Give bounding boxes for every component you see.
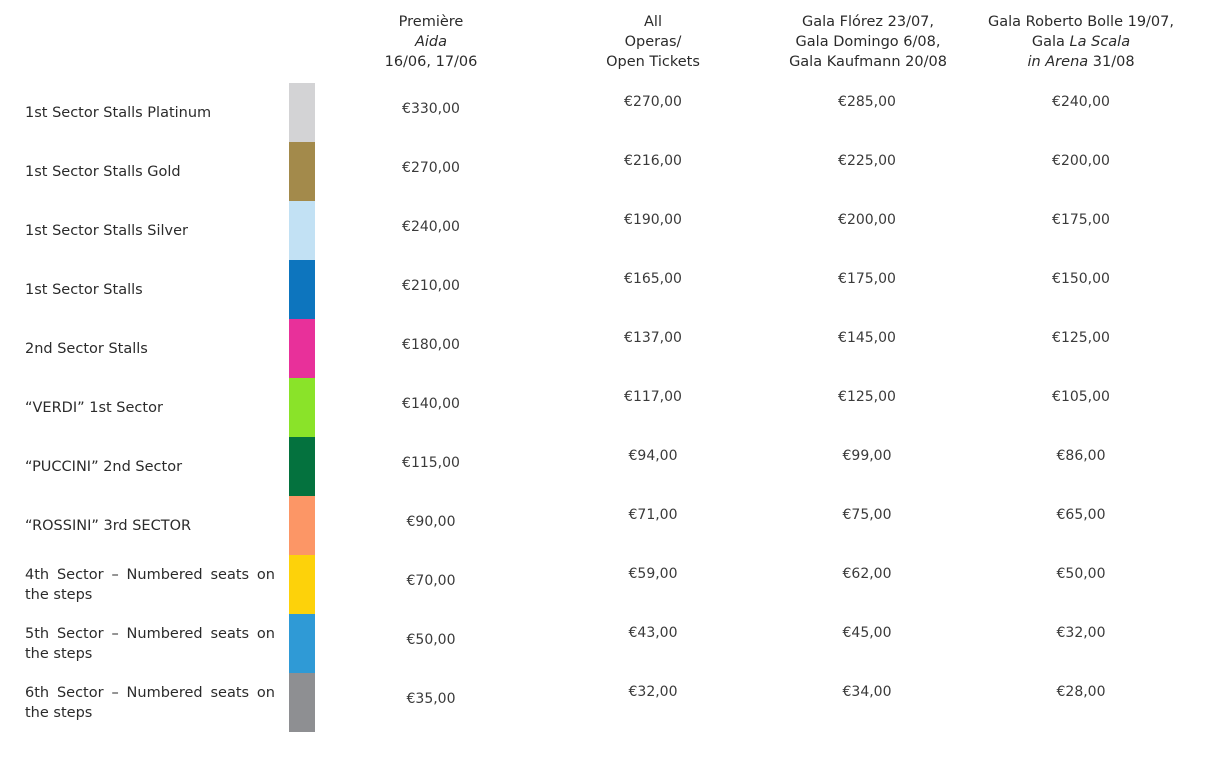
price-cell-col2: €43,00 [628, 625, 678, 641]
header-galas-2-line3-italic: in Arena [1027, 54, 1089, 70]
price-cell-col2: €137,00 [624, 330, 682, 346]
sector-label: 2nd Sector Stalls [25, 340, 148, 357]
table-row: 1st Sector Stalls Gold €270,00 €216,00 €225… [0, 142, 1223, 201]
price-cell-col1: €115,00 [402, 455, 460, 471]
table-row: 2nd Sector Stalls €180,00 €137,00 €145,00 €1… [0, 319, 1223, 378]
price-cell-col4: €125,00 [1052, 330, 1110, 346]
header-galas-2-line1: Gala Roberto Bolle 19/07, [988, 14, 1174, 30]
header-galas-1-line2: Gala Domingo 6/08, [795, 34, 941, 50]
price-cell-col3: €75,00 [842, 507, 892, 523]
price-cell-col1: €240,00 [402, 219, 460, 235]
price-cell-col2: €71,00 [628, 507, 678, 523]
price-cell-col2: €165,00 [624, 271, 682, 287]
header-all-operas: All Operas/ Open Tickets [568, 12, 738, 72]
price-rows: 1st Sector Stalls Platinum €330,00 €270,00… [0, 83, 1223, 732]
price-cell-col4: €200,00 [1052, 153, 1110, 169]
header-galas-1: Gala Flórez 23/07, Gala Domingo 6/08, Ga… [768, 12, 968, 72]
table-row: 1st Sector Stalls Platinum €330,00 €270,00… [0, 83, 1223, 142]
price-cell-col4: €150,00 [1052, 271, 1110, 287]
sector-label: 1st Sector Stalls Gold [25, 163, 181, 180]
price-cell-col3: €45,00 [842, 625, 892, 641]
sector-label: “ROSSINI” 3rd SECTOR [25, 517, 192, 534]
price-cell-col2: €190,00 [624, 212, 682, 228]
price-cell-col1: €50,00 [406, 632, 456, 648]
header-galas-2-line3-post: 31/08 [1088, 54, 1135, 70]
price-cell-col1: €140,00 [402, 396, 460, 412]
sector-color-swatch [289, 378, 315, 437]
header-all-operas-line1: All [644, 14, 662, 30]
price-cell-col4: €65,00 [1056, 507, 1106, 523]
price-cell-col4: €50,00 [1056, 566, 1106, 582]
price-cell-col3: €175,00 [838, 271, 896, 287]
price-cell-col4: €175,00 [1052, 212, 1110, 228]
price-cell-col2: €216,00 [624, 153, 682, 169]
price-cell-col1: €210,00 [402, 278, 460, 294]
table-row: 5th Sector – Numbered seats on the steps… [0, 614, 1223, 673]
header-premiere-dates: 16/06, 17/06 [384, 54, 478, 70]
sector-color-swatch [289, 142, 315, 201]
table-row: “ROSSINI” 3rd SECTOR €90,00 €71,00 €75,00 €6… [0, 496, 1223, 555]
sector-label: 1st Sector Stalls [25, 281, 143, 298]
sector-color-swatch [289, 437, 315, 496]
header-galas-2-line2-pre: Gala [1031, 34, 1070, 50]
sector-color-swatch [289, 555, 315, 614]
price-cell-col4: €32,00 [1056, 625, 1106, 641]
header-all-operas-line2: Operas/ [624, 34, 682, 50]
price-cell-col4: €86,00 [1056, 448, 1106, 464]
sector-label: 4th Sector – Numbered seats on the steps [25, 566, 275, 603]
price-cell-col2: €59,00 [628, 566, 678, 582]
sector-color-swatch [289, 614, 315, 673]
header-premiere-opera: Aida [414, 34, 448, 50]
price-cell-col4: €105,00 [1052, 389, 1110, 405]
price-cell-col4: €28,00 [1056, 684, 1106, 700]
sector-label: 1st Sector Stalls Silver [25, 222, 189, 239]
sector-color-swatch [289, 83, 315, 142]
table-row: “PUCCINI” 2nd Sector €115,00 €94,00 €99,00 €… [0, 437, 1223, 496]
header-galas-1-line3: Gala Kaufmann 20/08 [789, 54, 947, 70]
sector-label: 5th Sector – Numbered seats on the steps [25, 625, 275, 662]
sector-color-swatch [289, 319, 315, 378]
sector-color-swatch [289, 260, 315, 319]
header-premiere: Première Aida 16/06, 17/06 [356, 12, 506, 72]
sector-color-swatch [289, 201, 315, 260]
sector-label: “VERDI” 1st Sector [25, 399, 163, 416]
sector-color-swatch [289, 496, 315, 555]
sector-label: 1st Sector Stalls Platinum [25, 104, 212, 121]
header-all-operas-line3: Open Tickets [606, 54, 700, 70]
table-row: 1st Sector Stalls Silver €240,00 €190,00 €2… [0, 201, 1223, 260]
price-cell-col2: €270,00 [624, 94, 682, 110]
table-row: “VERDI” 1st Sector €140,00 €117,00 €125,00 €… [0, 378, 1223, 437]
price-cell-col3: €62,00 [842, 566, 892, 582]
table-row: 4th Sector – Numbered seats on the steps… [0, 555, 1223, 614]
price-cell-col2: €94,00 [628, 448, 678, 464]
header-galas-2: Gala Roberto Bolle 19/07, Gala La Scala … [975, 12, 1187, 72]
header-premiere-line1: Première [398, 14, 464, 30]
price-cell-col1: €35,00 [406, 691, 456, 707]
price-cell-col2: €32,00 [628, 684, 678, 700]
price-cell-col3: €125,00 [838, 389, 896, 405]
price-cell-col3: €225,00 [838, 153, 896, 169]
table-row: 1st Sector Stalls €210,00 €165,00 €175,00 €1… [0, 260, 1223, 319]
price-cell-col2: €117,00 [624, 389, 682, 405]
price-cell-col1: €70,00 [406, 573, 456, 589]
sector-label: “PUCCINI” 2nd Sector [25, 458, 183, 475]
price-cell-col3: €145,00 [838, 330, 896, 346]
header-galas-1-line1: Gala Flórez 23/07, [801, 14, 935, 30]
header-galas-2-line2-italic: La Scala [1069, 34, 1131, 50]
price-cell-col1: €270,00 [402, 160, 460, 176]
price-cell-col3: €200,00 [838, 212, 896, 228]
sector-color-swatch [289, 673, 315, 732]
sector-label: 6th Sector – Numbered seats on the steps [25, 684, 275, 721]
price-cell-col3: €285,00 [838, 94, 896, 110]
price-cell-col1: €330,00 [402, 101, 460, 117]
table-row: 6th Sector – Numbered seats on the steps… [0, 673, 1223, 732]
price-cell-col1: €180,00 [402, 337, 460, 353]
price-cell-col3: €99,00 [842, 448, 892, 464]
price-cell-col3: €34,00 [842, 684, 892, 700]
price-cell-col1: €90,00 [406, 514, 456, 530]
price-cell-col4: €240,00 [1052, 94, 1110, 110]
